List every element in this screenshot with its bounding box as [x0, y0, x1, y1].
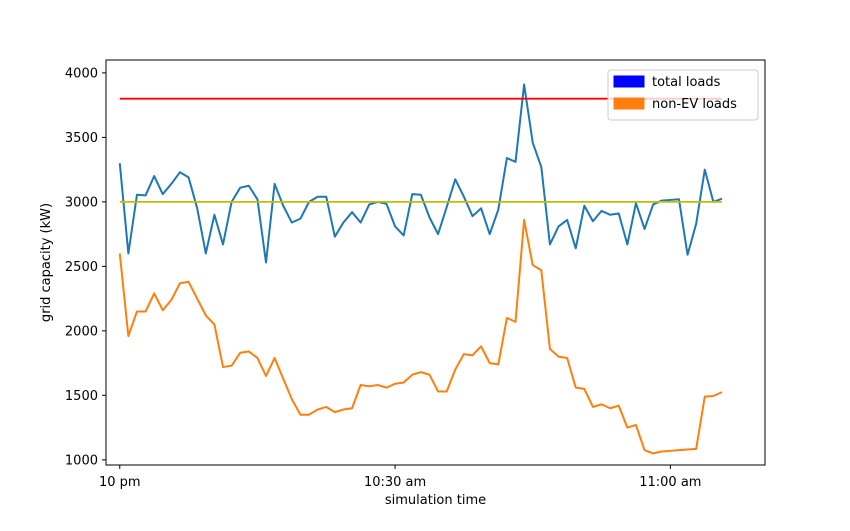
- legend-swatch-non-ev-loads: [613, 97, 645, 110]
- legend-label-non-ev-loads: non-EV loads: [652, 97, 737, 112]
- plot-frame: [105, 59, 766, 466]
- y-tick-label: 2000: [65, 324, 98, 339]
- ticks-layer: 1000 1500 2000 2500 3000 3500 4000 10 pm 10:30 a…: [65, 66, 702, 490]
- y-axis-label: grid capacity (kW): [39, 203, 54, 322]
- x-tick-label: 10 pm: [99, 475, 141, 490]
- legend: total loads non-EV loads: [607, 69, 759, 121]
- y-tick-label: 3000: [65, 195, 98, 210]
- y-tick-label: 1000: [65, 453, 98, 468]
- x-tick-label: 10:30 am: [364, 475, 426, 490]
- y-tick-label: 3500: [65, 131, 98, 146]
- x-axis-label: simulation time: [385, 493, 486, 508]
- legend-label-total-loads: total loads: [652, 75, 721, 90]
- series-layer: [118, 83, 723, 455]
- y-tick-label: 2500: [65, 260, 98, 275]
- x-tick-label: 11:00 am: [639, 475, 701, 490]
- series-line-0: [118, 83, 723, 264]
- legend-swatch-total-loads: [613, 75, 645, 88]
- y-tick-label: 4000: [65, 66, 98, 81]
- legend-box: [607, 69, 759, 121]
- series-line-1: [118, 218, 723, 455]
- y-tick-label: 1500: [65, 389, 98, 404]
